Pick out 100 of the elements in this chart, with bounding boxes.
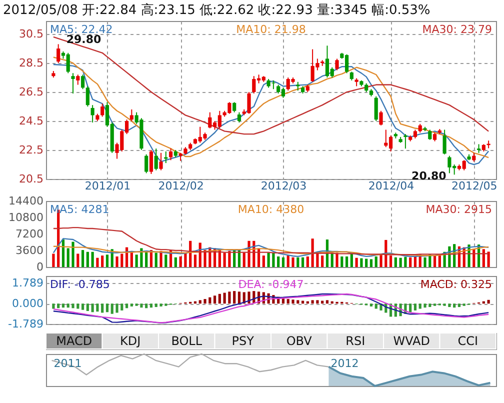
bar: [62, 304, 65, 308]
chart-title: 2012/05/08 开:22.84 高:23.15 低:22.62 收:22.93 量:3345 幅:0.53%: [3, 2, 430, 18]
bar: [370, 304, 373, 306]
bar: [106, 304, 109, 312]
bar: [110, 304, 114, 314]
bar: [213, 296, 216, 304]
bar: [458, 304, 461, 308]
y-tick-label: 30.5: [19, 28, 44, 41]
bar: [96, 258, 99, 267]
candlestick: [168, 148, 173, 161]
candlestick: [335, 58, 339, 71]
candlestick: [149, 150, 154, 174]
bar: [292, 257, 294, 267]
bar: [418, 304, 422, 309]
text: MA30: 2915: [426, 203, 492, 216]
candlestick: [90, 104, 94, 123]
bar: [453, 304, 456, 308]
bar: [424, 304, 426, 308]
bar: [86, 252, 89, 267]
candlestick: [130, 108, 134, 122]
x-tick-label: 2012/04: [368, 180, 414, 192]
bar: [86, 304, 89, 312]
bar: [345, 256, 348, 267]
line-series: [52, 246, 490, 256]
bar: [154, 252, 158, 267]
bar: [81, 304, 84, 310]
bar: [438, 256, 441, 267]
bar: [242, 252, 246, 267]
bar: [238, 292, 241, 304]
bar: [130, 304, 133, 306]
bar: [91, 252, 94, 267]
bar: [336, 252, 338, 267]
bar: [160, 304, 162, 306]
bar: [292, 300, 294, 304]
text: RSI: [346, 334, 366, 348]
bar: [296, 257, 300, 267]
bar: [428, 304, 432, 308]
bar: [223, 252, 226, 267]
x-tick-label: 2012/01: [84, 180, 131, 192]
bar: [316, 300, 319, 304]
bar: [223, 292, 226, 304]
text: MA10: 4380: [238, 203, 304, 216]
bar: [150, 304, 153, 308]
bar: [326, 300, 329, 304]
bar: [116, 256, 118, 267]
y-tick-label: 0.000: [12, 297, 44, 310]
text: MA5: 4281: [50, 203, 110, 216]
x-tick-label: 2012/05: [452, 180, 498, 192]
y-tick-label: 22.5: [19, 144, 44, 157]
candlestick: [76, 74, 80, 86]
text: BOLL: [171, 334, 202, 348]
bar: [321, 300, 324, 304]
bar: [282, 298, 285, 304]
text: MA10: 21.98: [236, 23, 306, 36]
bar: [204, 250, 206, 267]
bar: [433, 256, 436, 267]
candlestick: [100, 103, 104, 118]
candlestick: [404, 134, 408, 150]
bar: [355, 258, 358, 267]
bar: [218, 294, 221, 304]
bar: [66, 248, 70, 267]
annotation: 20.80: [412, 170, 447, 183]
bar: [409, 257, 412, 267]
candlestick: [232, 102, 236, 113]
bar: [96, 304, 99, 312]
line-series: [52, 226, 490, 256]
bar: [487, 300, 490, 304]
bar: [340, 256, 344, 267]
bar: [448, 304, 451, 308]
y-tick-label: 7200: [16, 228, 44, 240]
bar: [174, 257, 177, 267]
bar: [282, 257, 285, 267]
y-tick-label: 1.789: [12, 276, 44, 290]
bar: [160, 250, 162, 267]
bar: [52, 304, 55, 309]
text: WVAD: [393, 334, 430, 348]
bar: [120, 304, 124, 310]
bar: [374, 304, 378, 309]
bar: [487, 252, 490, 267]
line-series: [52, 293, 490, 324]
series-label: MACD: 0.325: [420, 278, 492, 291]
bar: [101, 304, 104, 313]
bar: [154, 304, 158, 308]
bar: [76, 254, 80, 267]
candlestick: [159, 152, 163, 171]
y-tick-label: 26.5: [19, 86, 44, 99]
series-label: DIF: -0.785: [50, 278, 110, 291]
bar: [286, 256, 290, 267]
bar: [81, 250, 84, 267]
y-tick-label: 20.5: [19, 172, 44, 186]
bar: [57, 304, 60, 308]
candlestick: [374, 96, 378, 122]
y-tick-label: 0: [36, 260, 44, 274]
line-series: [52, 238, 490, 258]
bar: [365, 258, 368, 267]
bar: [101, 256, 104, 267]
bar: [135, 254, 138, 267]
bar: [164, 254, 168, 267]
bar: [145, 252, 148, 267]
text: MACD: [56, 334, 92, 348]
